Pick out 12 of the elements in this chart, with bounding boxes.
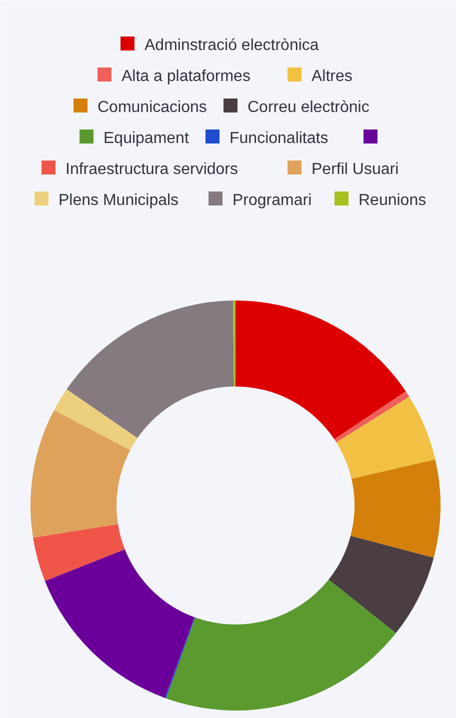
legend-label: Correu electrònic xyxy=(248,99,370,116)
legend-label: Infraestructura servidors xyxy=(66,161,238,178)
legend-label: Equipament xyxy=(104,130,190,147)
legend-label: Funcionalitats xyxy=(230,130,328,147)
legend-label: Alta a plataformes xyxy=(122,68,250,85)
legend-label: Programari xyxy=(232,192,312,209)
legend-label: Plens Municipals xyxy=(58,192,179,209)
legend-label: Reunions xyxy=(358,192,426,209)
legend-label: Comunicacions xyxy=(98,99,207,116)
legend-label: Altres xyxy=(312,68,352,85)
legend-label: Adminstració electrònica xyxy=(144,37,319,54)
legend-label: Perfil Usuari xyxy=(312,161,399,178)
